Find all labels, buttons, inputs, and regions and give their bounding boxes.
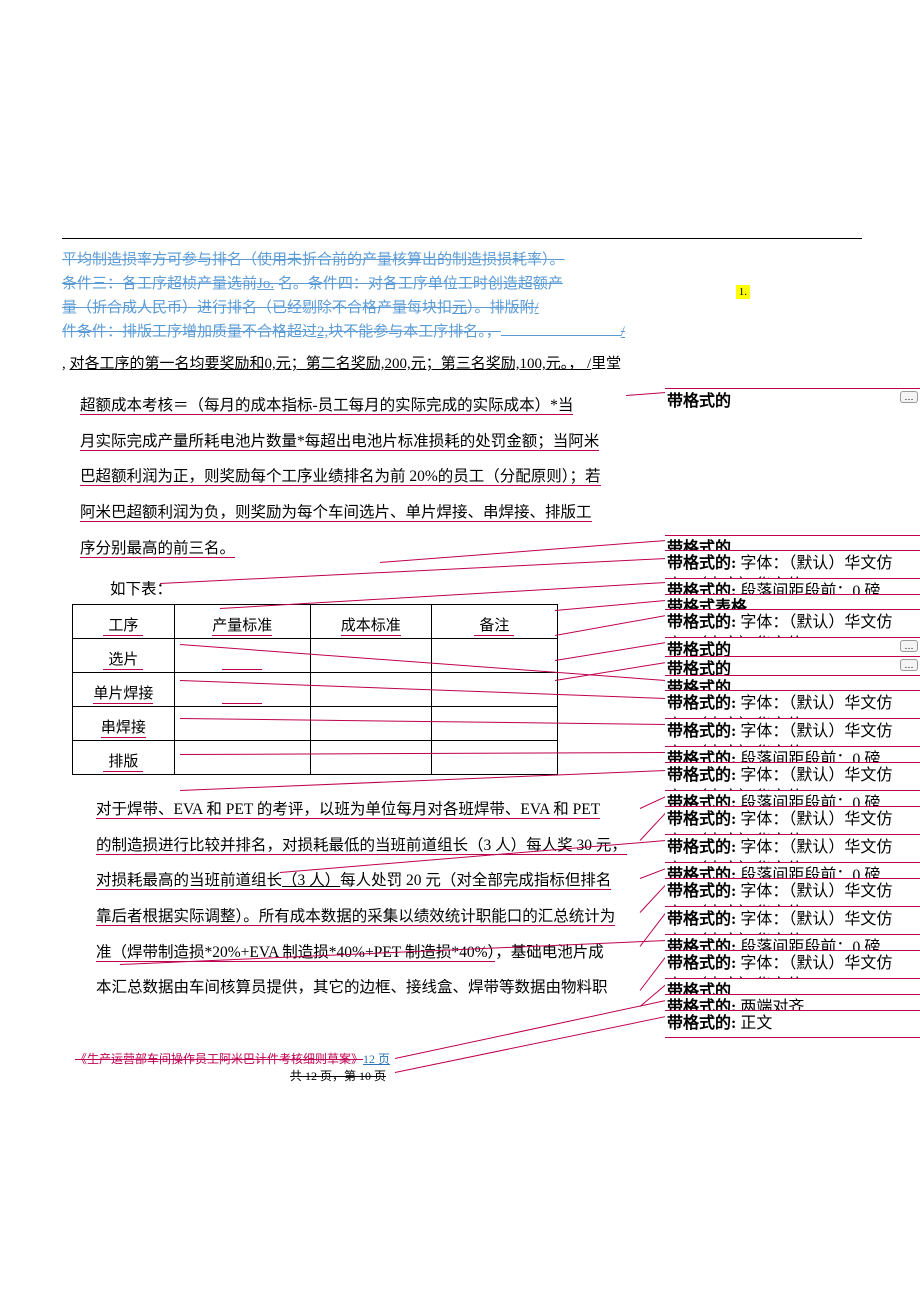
eva-t5b: （焊带制造损*20%+EVA 制造损*40%+PET 制造损*40%）: [112, 944, 496, 962]
expand-badge-icon[interactable]: …: [900, 391, 918, 403]
cell: 排版: [103, 750, 143, 772]
del-jo: Jo.: [257, 276, 274, 292]
expand-badge-icon[interactable]: …: [900, 640, 918, 652]
eva-t4: 靠后者根据实际调整）。所有成本数据的采集以绩效统计职能口的汇总统计为: [96, 908, 615, 926]
body-t5: 序分别最高的前三名。: [80, 540, 235, 558]
td: [174, 673, 310, 707]
comment-row: 带格式的…: [665, 388, 920, 415]
body-t3: 巴超额利润为正，则奖励每个工序业绩排名为前 20%的员工（分配原则）；若: [80, 468, 601, 486]
table-header-row: 工序 产量标准 成本标准 备注: [73, 605, 558, 639]
th-2: 成本标准: [310, 605, 431, 639]
th-label: 工序: [103, 614, 143, 636]
td: 单片焊接: [73, 673, 175, 707]
body-para-1: 超额成本考核＝（每月的成本指标-员工每月的实际完成的实际成本）*当 月实际完成产…: [80, 388, 645, 566]
deleted-line-2: 条件三：各工序超桢产量选前Jo. 名。条件四：对各工序单位工时创造超额产: [62, 272, 742, 296]
slash: /: [535, 300, 539, 316]
as-table-label: 如下表：: [110, 572, 675, 608]
table-row: 排版: [73, 741, 558, 775]
del-seg: 块不能参与本工序排名。，: [328, 324, 501, 340]
page-divider: [62, 238, 862, 239]
deleted-line-3: 量（折合成人民币）进行排名（已经剔除不合格产量每块扣元）。排版附/: [62, 296, 742, 320]
footer-ins: 12 页: [363, 1052, 390, 1066]
td: 串焊接: [73, 707, 175, 741]
td: [174, 639, 310, 673]
footer-page-text: 共 12 页，第 10 页: [290, 1069, 386, 1083]
highlight-marker: 1.: [736, 285, 750, 299]
th-label: 产量标准: [212, 614, 272, 636]
table-row: 串焊接: [73, 707, 558, 741]
reward-text: 对各工序的第一名均要奖励和0,元；第二名奖励,200,元；第三名奖励,100,元…: [70, 356, 592, 372]
eva-t1: 对于焊带、EVA 和 PET 的考评，以班为单位每月对各班焊带、EVA 和 PE…: [96, 801, 600, 819]
del-seg: 量（折合成人民币）进行排名（已经剔除不合格产量每块扣: [62, 300, 452, 316]
eva-t3c: 每人处罚 20 元（对全部完成指标但排名: [340, 872, 611, 890]
th-1: 产量标准: [174, 605, 310, 639]
eva-t6: 本汇总数据由车间核算员提供，其它的边框、接线盒、焊带等数据由物料职: [96, 979, 608, 996]
deleted-line-1: 平均制造损率方可参与排名（使用未折合前的产量核算出的制造损损耗率）。: [62, 248, 742, 272]
reward-prefix: ,: [62, 356, 70, 372]
del-yuan: 元: [452, 300, 467, 316]
comment-row: 带格式的: 正文: [665, 1010, 920, 1038]
footer-deleted: 《生产运营部车间操作员工阿米巴计件考核细则草案》: [75, 1052, 363, 1066]
leader-line: [395, 1016, 666, 1073]
process-table: 工序 产量标准 成本标准 备注 选片 单片焊接 串焊接 排版: [72, 604, 558, 775]
reward-line: , 对各工序的第一名均要奖励和0,元；第二名奖励,200,元；第三名奖励,100…: [62, 352, 742, 373]
del-seg: 名。条件四：对各工序单位工时创造超额产: [274, 276, 563, 292]
del-seg: 件条件：排版工序增加质量不合格超过: [62, 324, 317, 340]
cell: 串焊接: [101, 716, 146, 738]
eva-t5a: 准: [96, 944, 112, 962]
td: 选片: [73, 639, 175, 673]
leader-line: [555, 615, 666, 636]
del-seg: 条件三：各工序超桢产量选前: [62, 276, 257, 292]
eva-t2: 的制造损进行比较并排名，对损耗最低的当班前道组长（3 人）每人奖 30 元，: [96, 837, 627, 855]
th-3: 备注: [431, 605, 557, 639]
main-content: 平均制造损率方可参与排名（使用未折合前的产量核算出的制造损损耗率）。 条件三：各…: [62, 248, 742, 373]
reward-suffix: 里堂: [591, 356, 621, 372]
deleted-line-4: 件条件：排版工序增加质量不合格超过2,块不能参与本工序排名。， /: [62, 320, 742, 344]
th-0: 工序: [73, 605, 175, 639]
cell: 选片: [103, 648, 143, 670]
cell: [222, 652, 262, 670]
eva-t3b: （3 人）: [282, 872, 340, 890]
eva-para: 对于焊带、EVA 和 PET 的考评，以班为单位每月对各班焊带、EVA 和 PE…: [96, 792, 646, 1006]
leader-line: [555, 642, 666, 661]
cell: [222, 686, 262, 704]
body-t4: 阿米巴超额利润为负，则奖励为每个车间选片、单片焊接、串焊接、排版工: [80, 504, 592, 522]
body-t1: 超额成本考核＝（每月的成本指标-员工每月的实际完成的实际成本）*当: [80, 397, 573, 415]
table: 工序 产量标准 成本标准 备注 选片 单片焊接 串焊接 排版: [72, 604, 558, 775]
expand-badge-icon[interactable]: …: [900, 659, 918, 671]
leader-line: [395, 1000, 666, 1059]
cell: 单片焊接: [93, 682, 153, 704]
slash: /: [621, 324, 625, 340]
th-label: 成本标准: [341, 614, 401, 636]
td: 排版: [73, 741, 175, 775]
table-row: 单片焊接: [73, 673, 558, 707]
eva-t3a: 对损耗最高的当班前道组长: [96, 872, 282, 890]
del-seg: ）。排版附: [467, 300, 535, 316]
footer-pagenum: 共 12 页，第 10 页: [290, 1067, 475, 1084]
del-num: 2,: [317, 324, 328, 340]
th-label: 备注: [474, 614, 514, 636]
body-t2: 月实际完成产量所耗电池片数量*每超出电池片标准损耗的处罚金额；当阿米: [80, 433, 599, 451]
